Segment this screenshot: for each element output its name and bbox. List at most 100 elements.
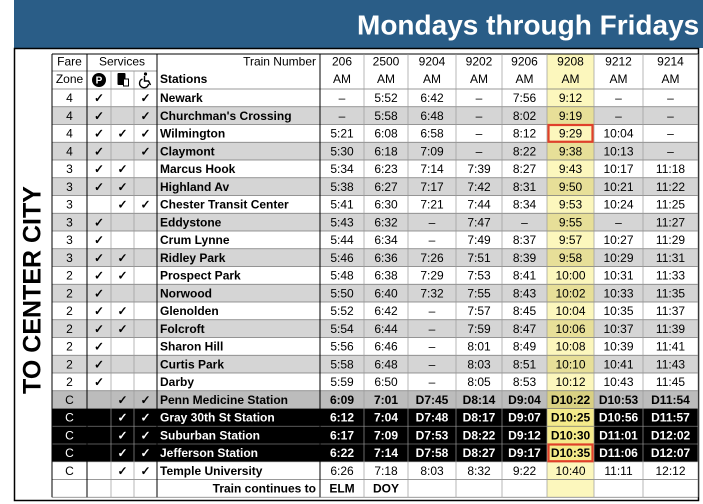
cell-bg <box>364 231 408 249</box>
departure-time: 9:38 <box>559 144 583 158</box>
departure-time: 6:50 <box>374 375 398 389</box>
cell-bg <box>594 160 643 178</box>
cell-bg <box>52 231 87 249</box>
cell-bg <box>456 160 502 178</box>
service-check: ✓ <box>94 304 104 318</box>
cell-bg <box>547 248 594 267</box>
departure-time: 10:31 <box>603 269 633 283</box>
cell-bg <box>111 89 134 107</box>
cell-bg <box>52 106 87 125</box>
departure-time: 6:40 <box>374 286 398 300</box>
cell-bg <box>456 124 502 143</box>
cell-bg <box>547 89 594 107</box>
cell-bg <box>594 124 643 143</box>
departure-time: 5:44 <box>330 233 354 247</box>
cell-bg <box>547 160 594 178</box>
fare-zone: 2 <box>66 286 73 300</box>
departure-time: – <box>615 215 622 229</box>
departure-time: – <box>476 109 483 123</box>
departure-time: – <box>339 109 346 123</box>
cell-bg <box>547 195 594 214</box>
cell-bg <box>547 337 594 356</box>
cell-bg <box>87 461 111 480</box>
cell-bg <box>643 319 698 338</box>
cell-bg <box>547 373 594 391</box>
cell-bg <box>87 426 111 444</box>
cell-bg <box>643 355 698 373</box>
cell-bg <box>502 426 547 444</box>
service-check: ✓ <box>117 322 127 336</box>
departure-time: 7:14 <box>420 162 444 176</box>
cell-bg <box>87 408 111 427</box>
departure-time: – <box>667 127 674 141</box>
header-bg <box>157 54 320 89</box>
departure-time: – <box>521 215 528 229</box>
header-bg <box>502 54 547 89</box>
departure-time: 10:13 <box>603 144 633 158</box>
departure-time: D8:27 <box>463 446 496 460</box>
departure-time: 8:34 <box>513 198 537 212</box>
cell-bg <box>52 408 87 427</box>
cell-bg <box>134 302 157 320</box>
cell-bg <box>87 319 111 338</box>
service-check: ✓ <box>94 144 104 158</box>
departure-time: 7:51 <box>467 251 491 265</box>
cell-bg <box>547 231 594 249</box>
cell-bg <box>408 195 456 214</box>
header-label: Train Number <box>243 55 316 69</box>
station-name: Chester Transit Center <box>160 198 289 212</box>
fare-zone: 4 <box>66 127 73 141</box>
cell-bg <box>408 337 456 356</box>
parking-icon <box>92 73 106 87</box>
departure-time: 6:48 <box>374 357 398 371</box>
cell-bg <box>320 479 364 498</box>
cell-bg <box>134 461 157 480</box>
cell-bg <box>547 408 594 427</box>
cell-bg <box>547 213 594 231</box>
cell-bg <box>52 337 87 356</box>
title: Mondays through Fridays (Exc <box>357 9 703 40</box>
cell-bg <box>87 444 111 462</box>
cell-bg <box>111 479 134 498</box>
departure-time: 11:37 <box>656 304 685 318</box>
departure-time: 6:23 <box>374 162 398 176</box>
destination: DOY <box>373 482 399 496</box>
departure-time: 10:04 <box>603 127 633 141</box>
cell-bg <box>364 195 408 214</box>
service-check: ✓ <box>117 304 127 318</box>
cell-bg <box>134 284 157 302</box>
cell-bg <box>52 284 87 302</box>
departure-time: 11:43 <box>656 357 685 371</box>
cell-bg <box>643 408 698 427</box>
cell-bg <box>364 319 408 338</box>
service-check: ✓ <box>117 428 127 442</box>
cell-bg <box>547 106 594 125</box>
cell-bg <box>456 319 502 338</box>
cell-bg <box>134 408 157 427</box>
cell-bg <box>594 213 643 231</box>
service-check: ✓ <box>140 109 150 123</box>
cell-bg <box>111 302 134 320</box>
cell-bg <box>134 124 157 143</box>
departure-time: 8:05 <box>467 375 491 389</box>
departure-time: 8:03 <box>467 357 491 371</box>
cell-bg <box>502 177 547 196</box>
cell-bg <box>320 106 364 125</box>
cell-bg <box>157 231 320 249</box>
cell-bg <box>111 373 134 391</box>
cell-bg <box>111 284 134 302</box>
departure-time: 9:29 <box>559 127 583 141</box>
station-name: Gray 30th St Station <box>160 411 275 425</box>
cell-bg <box>52 248 87 267</box>
departure-time: – <box>339 91 346 105</box>
departure-time: 7:29 <box>420 269 444 283</box>
departure-time: 7:09 <box>420 144 444 158</box>
cell-bg <box>643 248 698 267</box>
service-check: ✓ <box>94 269 104 283</box>
cell-bg <box>111 390 134 409</box>
cell-bg <box>87 390 111 409</box>
cell-bg <box>320 89 364 107</box>
cell-bg <box>643 479 698 498</box>
cell-bg <box>594 89 643 107</box>
cell-bg <box>52 142 87 160</box>
